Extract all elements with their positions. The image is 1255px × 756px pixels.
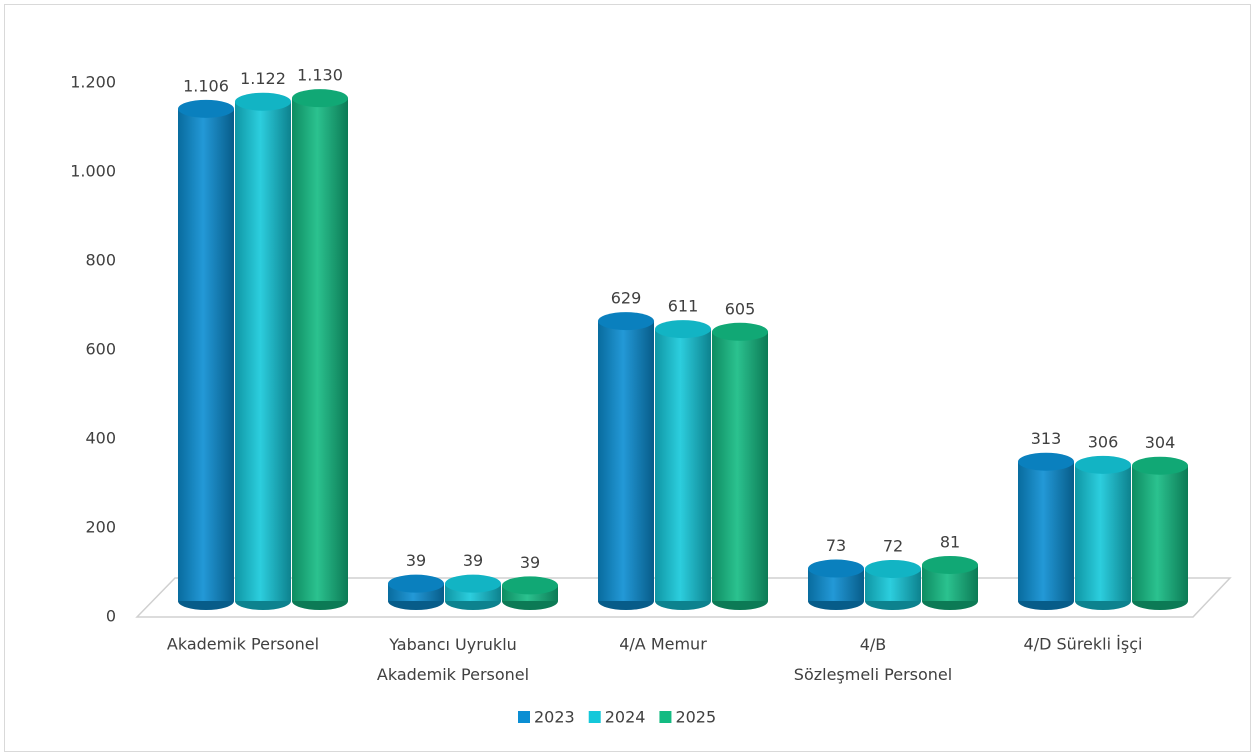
bar-top <box>808 559 864 578</box>
floor <box>135 577 1232 618</box>
bar <box>292 98 348 602</box>
bar <box>178 108 234 601</box>
bar-top <box>445 574 501 593</box>
bar <box>1075 464 1131 601</box>
bar <box>598 321 654 601</box>
value-label: 605 <box>725 299 756 318</box>
value-label: 73 <box>826 536 846 555</box>
y-tick-label: 400 <box>85 429 116 448</box>
value-label: 39 <box>463 551 483 570</box>
value-label: 313 <box>1031 429 1062 448</box>
value-label: 1.130 <box>297 66 343 85</box>
value-label: 306 <box>1088 432 1119 451</box>
legend-swatch <box>518 711 530 723</box>
y-tick-label: 1.000 <box>70 162 116 181</box>
bar-top <box>388 574 444 593</box>
bar-top <box>178 99 234 118</box>
bar-top <box>1018 452 1074 471</box>
x-tick-label: 4/B Sözleşmeli Personel <box>794 635 952 684</box>
bar <box>235 101 291 602</box>
y-tick-label: 1.200 <box>70 73 116 92</box>
bar <box>655 329 711 601</box>
value-label: 611 <box>668 297 699 316</box>
bar-top <box>865 559 921 578</box>
y-tick-label: 200 <box>85 518 116 537</box>
bar-top <box>712 322 768 341</box>
bar-top <box>235 92 291 111</box>
bar <box>1018 461 1074 601</box>
bar-top <box>1132 456 1188 475</box>
x-tick-label: 4/D Sürekli İşçi <box>1024 635 1143 654</box>
value-label: 81 <box>940 532 960 551</box>
bar-top <box>1075 455 1131 474</box>
bar <box>712 331 768 601</box>
value-label: 39 <box>406 551 426 570</box>
value-label: 1.106 <box>183 76 229 95</box>
value-label: 304 <box>1145 433 1176 452</box>
y-tick-label: 600 <box>85 340 116 359</box>
y-tick-label: 0 <box>106 607 116 626</box>
x-tick-label: Yabancı Uyruklu Akademik Personel <box>377 635 529 684</box>
x-tick-label: 4/A Memur <box>619 635 707 654</box>
value-label: 39 <box>520 553 540 572</box>
bar-top <box>598 312 654 331</box>
bar-top <box>655 320 711 339</box>
bar <box>1132 465 1188 601</box>
legend-swatch <box>588 711 601 723</box>
legend-label: 2024 <box>605 708 646 727</box>
legend-label: 2025 <box>675 708 716 727</box>
legend-label: 2023 <box>534 708 575 727</box>
value-label: 1.122 <box>240 69 286 88</box>
x-tick-label: Akademik Personel <box>167 635 319 654</box>
bar-top <box>922 555 978 574</box>
bar-top <box>292 89 348 108</box>
value-label: 629 <box>611 289 642 308</box>
value-label: 72 <box>883 536 903 555</box>
legend-swatch <box>659 711 672 723</box>
bar-top <box>502 576 558 595</box>
y-tick-label: 800 <box>85 251 116 270</box>
